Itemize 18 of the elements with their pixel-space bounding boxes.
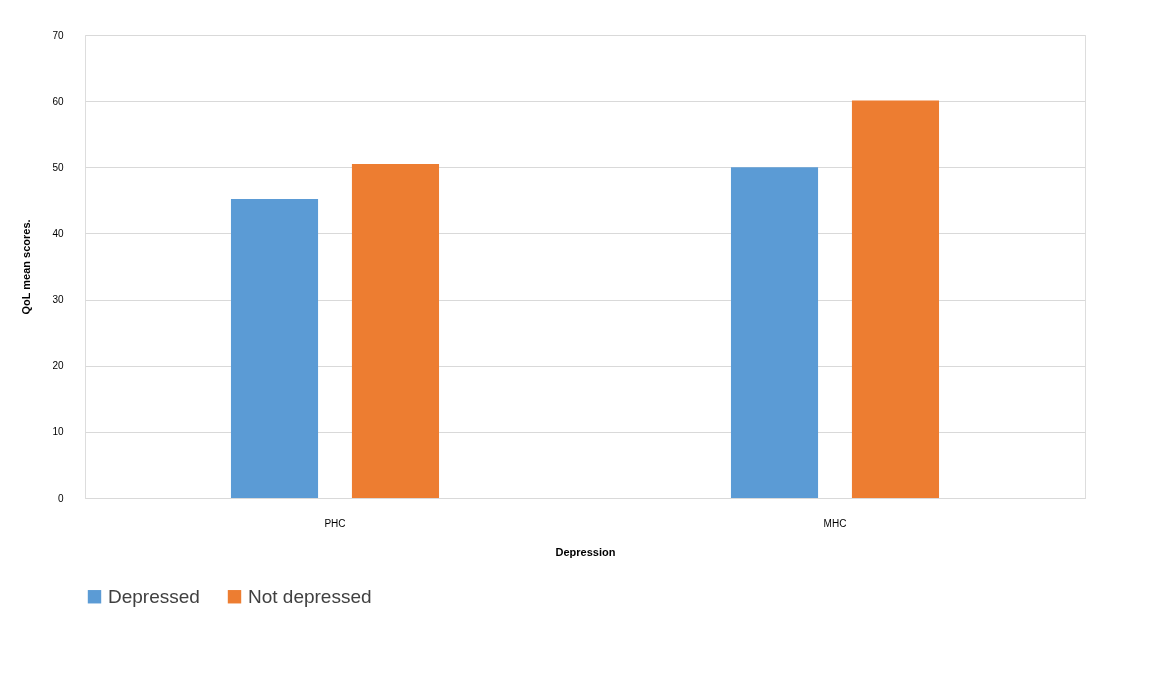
y-tick-label: 60 bbox=[52, 95, 64, 107]
bar bbox=[351, 163, 440, 498]
y-tick-label: 10 bbox=[52, 426, 64, 438]
y-tick-label: 50 bbox=[52, 161, 64, 173]
y-tick-label: 70 bbox=[52, 29, 64, 41]
bar bbox=[230, 199, 319, 498]
bar bbox=[730, 167, 819, 498]
legend-label: Not depressed bbox=[248, 585, 372, 607]
y-tick-label: 30 bbox=[52, 294, 64, 306]
x-tick-label: MHC bbox=[823, 517, 847, 529]
x-tick-label: PHC bbox=[324, 517, 346, 529]
legend-label: Depressed bbox=[108, 585, 200, 607]
y-tick-label: 20 bbox=[52, 360, 64, 372]
y-tick-label: 0 bbox=[57, 492, 64, 504]
bar bbox=[851, 100, 940, 498]
x-axis-title: Depression bbox=[555, 545, 616, 558]
y-tick-label: 40 bbox=[52, 227, 64, 239]
y-axis-title: QoL mean scores. bbox=[20, 219, 33, 315]
